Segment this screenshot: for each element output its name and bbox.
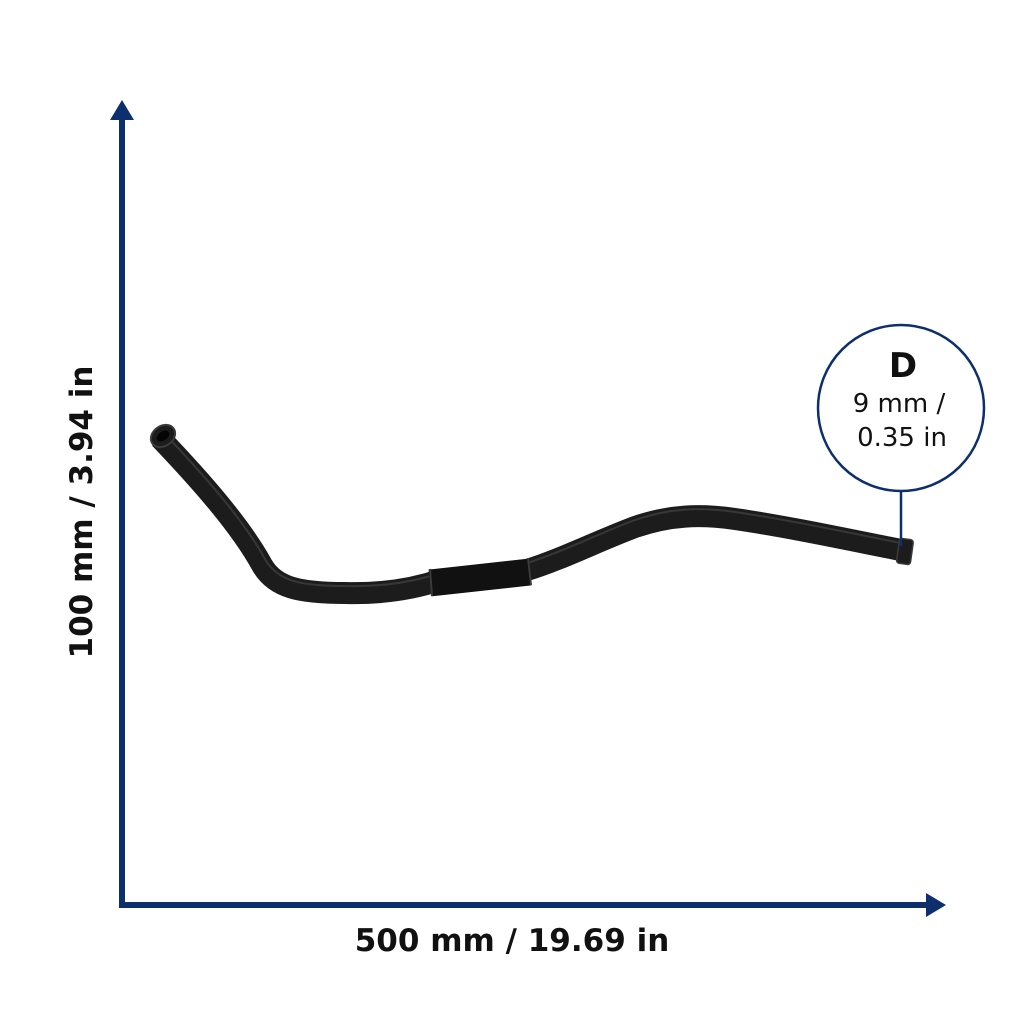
hose-sleeve-edge-right <box>527 557 532 586</box>
diameter-callout: D 9 mm / 0.35 in <box>816 323 986 546</box>
hose-body <box>152 430 909 605</box>
diameter-letter: D <box>889 346 917 386</box>
width-axis <box>119 893 946 917</box>
diameter-callout-circle <box>816 323 986 493</box>
hose-image <box>149 423 914 605</box>
width-axis-arrowhead-icon <box>926 893 946 917</box>
hose-end-left-opening <box>156 430 170 442</box>
hose-end-right <box>895 537 914 566</box>
height-axis-arrowhead-icon <box>110 100 134 120</box>
diameter-value-mm: 9 mm / <box>853 389 946 419</box>
width-dimension-label: 500 mm / 19.69 in <box>355 923 670 959</box>
diameter-value-in: 0.35 in <box>857 423 947 453</box>
height-axis <box>110 100 134 905</box>
height-dimension-label: 100 mm / 3.94 in <box>64 366 100 659</box>
hose-sleeve-edge-left <box>429 568 433 597</box>
hose-sleeve <box>428 558 532 597</box>
